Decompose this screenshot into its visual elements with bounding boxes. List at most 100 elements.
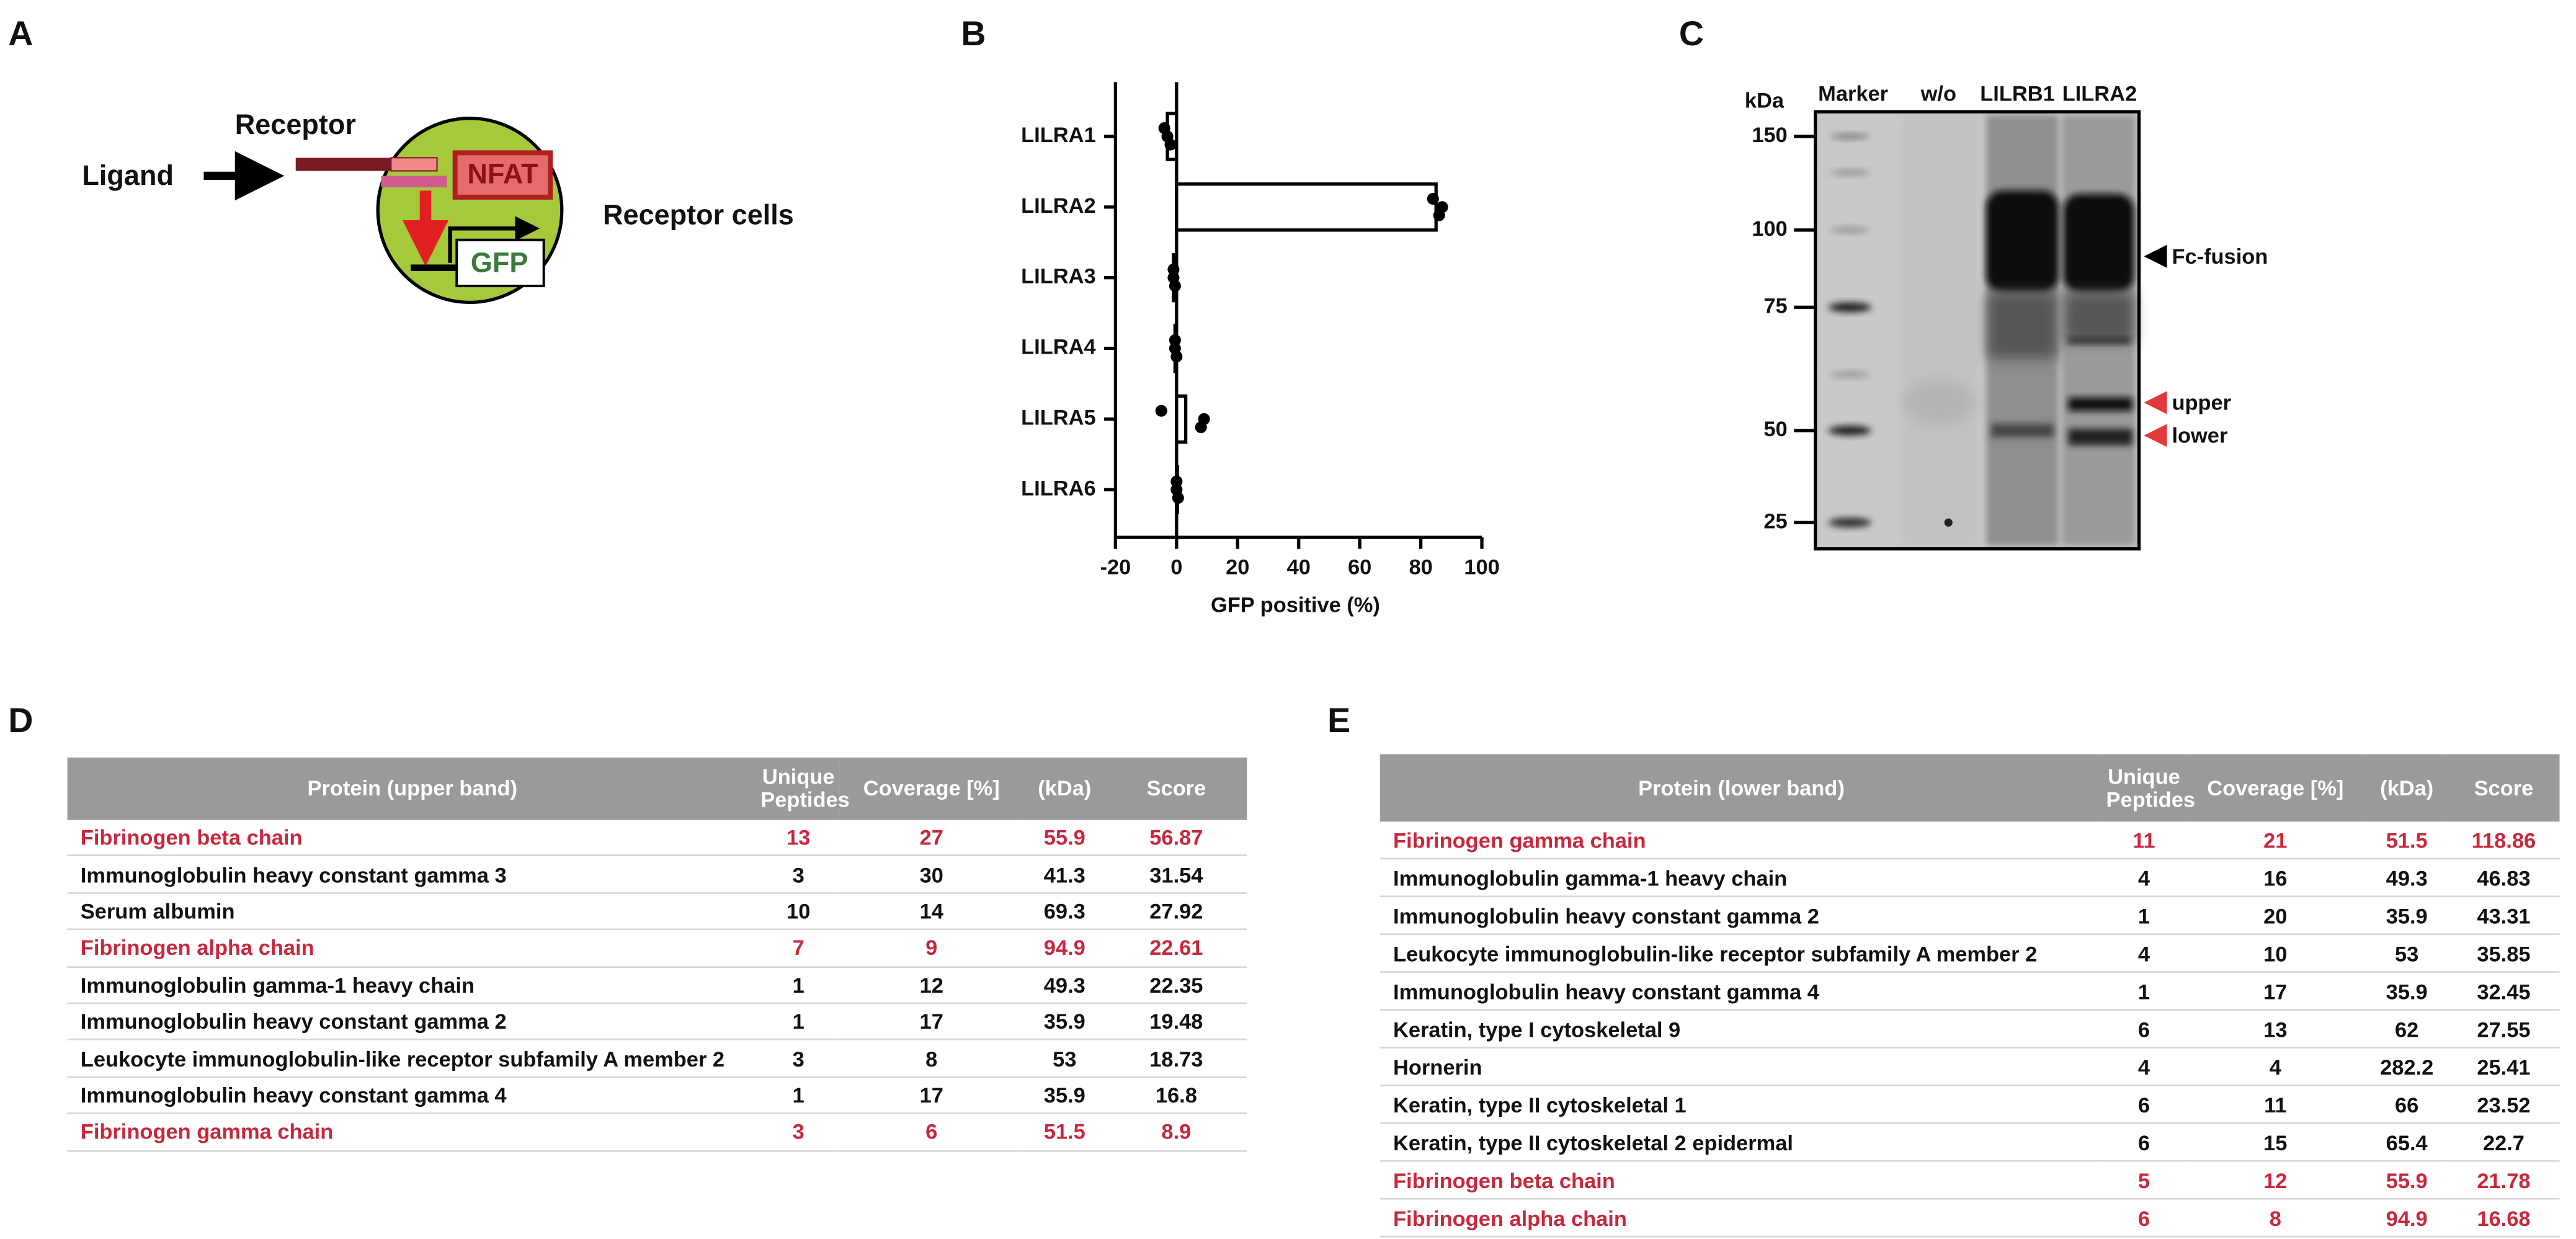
table-cell: 22.61 xyxy=(1105,929,1247,967)
panel-letter: B xyxy=(961,14,986,53)
table-row: Serum albumin 10 14 69.3 27.92 xyxy=(67,892,1247,931)
table-row: Immunoglobulin gamma-1 heavy chain 1 12 49.… xyxy=(67,966,1247,1004)
gfp-label: GFP xyxy=(471,246,528,278)
table-cell: 16.8 xyxy=(1105,1076,1247,1115)
table-row: Fibrinogen beta chain 13 27 55.9 56.87 xyxy=(67,820,1247,857)
table-row: Keratin, type II cytoskeletal 2 epiderma… xyxy=(1379,1123,2560,1162)
band xyxy=(1986,190,2059,293)
table-cell: 22.35 xyxy=(1105,966,1247,1004)
arrowhead xyxy=(2144,424,2167,447)
adaptor xyxy=(381,176,447,187)
data-point xyxy=(1167,263,1180,275)
table-cell: 16 xyxy=(2185,858,2366,898)
table-cell: 18.73 xyxy=(1105,1040,1247,1078)
gfp-box xyxy=(455,238,545,287)
table-cell: 1 xyxy=(757,1003,840,1041)
lane-label: Marker xyxy=(1818,83,1888,106)
table-cell: 41.3 xyxy=(1023,856,1106,894)
panel-letter: E xyxy=(1327,701,1350,740)
receptor-label: Receptor xyxy=(235,109,356,140)
table-row: Immunoglobulin gamma-1 heavy chain 4 16 49.… xyxy=(1379,858,2560,898)
x-tick-label: 40 xyxy=(1287,556,1311,579)
band xyxy=(2063,194,2134,293)
table-cell: 17 xyxy=(839,1076,1024,1115)
table-cell: 19.48 xyxy=(1105,1003,1247,1041)
x-tick-label: 0 xyxy=(1170,556,1182,579)
header-cell: (kDa) xyxy=(2365,754,2448,822)
marker-band xyxy=(1830,169,1870,176)
table-cell: 3 xyxy=(757,1040,840,1078)
protein-name: Serum albumin xyxy=(67,892,758,931)
table-cell: 56.87 xyxy=(1105,820,1247,857)
table-cell: 1 xyxy=(757,966,840,1004)
data-point xyxy=(1170,351,1183,363)
table-cell: 16.68 xyxy=(2448,1199,2560,1238)
table-cell: 1 xyxy=(757,1076,840,1115)
data-point xyxy=(1155,405,1167,417)
lane-label: LILRB1 xyxy=(1980,83,2054,106)
table-row: Immunoglobulin heavy constant gamma 4 1 17… xyxy=(67,1076,1247,1115)
table-cell: 51.5 xyxy=(1023,1113,1106,1152)
bar-chart: -20 0 20 40 60 80 100 GFP positive (%) LILRA1 LIL… xyxy=(1021,82,1500,617)
table-cell: 6 xyxy=(2103,1199,2185,1238)
protein-name: Hornerin xyxy=(1379,1047,2103,1086)
ligand-label: Ligand xyxy=(82,159,174,191)
x-tick-label: -20 xyxy=(1100,556,1131,579)
table-cell: 46.83 xyxy=(2448,858,2560,898)
table-cell: 66 xyxy=(2365,1085,2448,1124)
data-point xyxy=(1195,421,1207,434)
table-cell: 10 xyxy=(2185,934,2366,973)
blot: Fc-fusion upper lower kDa xyxy=(1745,89,2268,551)
table-cell: 118.86 xyxy=(2448,821,2560,860)
protein-name: Immunoglobulin heavy constant gamma 2 xyxy=(67,1003,758,1041)
arrowhead xyxy=(2144,391,2167,414)
protein-name: Keratin, type II cytoskeletal 1 xyxy=(1379,1085,2103,1124)
protein-name: Fibrinogen alpha chain xyxy=(67,929,758,967)
protein-name: Immunoglobulin heavy constant gamma 3 xyxy=(67,856,758,894)
annotation: Fc-fusion xyxy=(2172,245,2268,269)
protein-name: Keratin, type II cytoskeletal 2 epiderma… xyxy=(1379,1123,2103,1162)
table-row: Immunoglobulin heavy constant gamma 2 1 20… xyxy=(1379,896,2560,936)
table-cell: 9 xyxy=(839,929,1024,967)
table-cell: 35.9 xyxy=(1023,1076,1106,1115)
table-cell: 21 xyxy=(2185,821,2366,860)
table-cell: 4 xyxy=(2185,1047,2366,1086)
table-row: Fibrinogen alpha chain 6 8 94.9 16.68 xyxy=(1379,1199,2560,1238)
table-cell: 25.41 xyxy=(2448,1047,2560,1086)
blot-frame xyxy=(1814,110,2141,551)
table-cell: 51.5 xyxy=(2365,821,2448,860)
table-cell: 13 xyxy=(757,820,840,857)
header-row: Protein (lower band) Unique Peptides Cover… xyxy=(1379,754,2560,822)
data-point xyxy=(1170,475,1183,488)
nfat-box xyxy=(452,150,553,200)
table-cell: 4 xyxy=(2103,934,2185,973)
kda-label: 50 xyxy=(1763,418,1787,441)
y-tick-label: LILRA4 xyxy=(1021,336,1095,359)
table-row: Fibrinogen gamma chain 3 6 51.5 8.9 xyxy=(67,1113,1247,1152)
cells-label: Receptor cells xyxy=(603,199,794,231)
table-cell: 27 xyxy=(839,820,1024,857)
table-cell: 17 xyxy=(2185,972,2366,1011)
table-cell: 31.54 xyxy=(1105,856,1247,894)
table-cell: 21.78 xyxy=(2448,1161,2560,1200)
protein-name: Immunoglobulin gamma-1 heavy chain xyxy=(1379,858,2103,898)
arrowhead xyxy=(2144,244,2167,268)
table-cell: 11 xyxy=(2185,1085,2366,1124)
panel-letter: D xyxy=(8,701,33,740)
lane xyxy=(1902,115,1978,546)
x-tick-label: 80 xyxy=(1409,556,1432,579)
table-row: Fibrinogen beta chain 5 12 55.9 21.78 xyxy=(1379,1161,2560,1200)
table-cell: 8 xyxy=(839,1040,1024,1078)
table-cell: 11 xyxy=(2103,821,2185,860)
kda-label: 75 xyxy=(1763,294,1787,318)
header-cell: Score xyxy=(2448,754,2560,822)
diagram: NFAT GFP Receptor Ligand Receptor cells xyxy=(82,109,794,304)
data-point xyxy=(1433,209,1445,221)
table: Protein (lower band) Unique Peptides Cover… xyxy=(1379,754,2560,1238)
x-axis-label: GFP positive (%) xyxy=(1211,593,1380,617)
header-cell: Coverage [%] xyxy=(2185,754,2366,822)
protein-name: Fibrinogen gamma chain xyxy=(1379,821,2103,860)
band xyxy=(2068,336,2131,344)
